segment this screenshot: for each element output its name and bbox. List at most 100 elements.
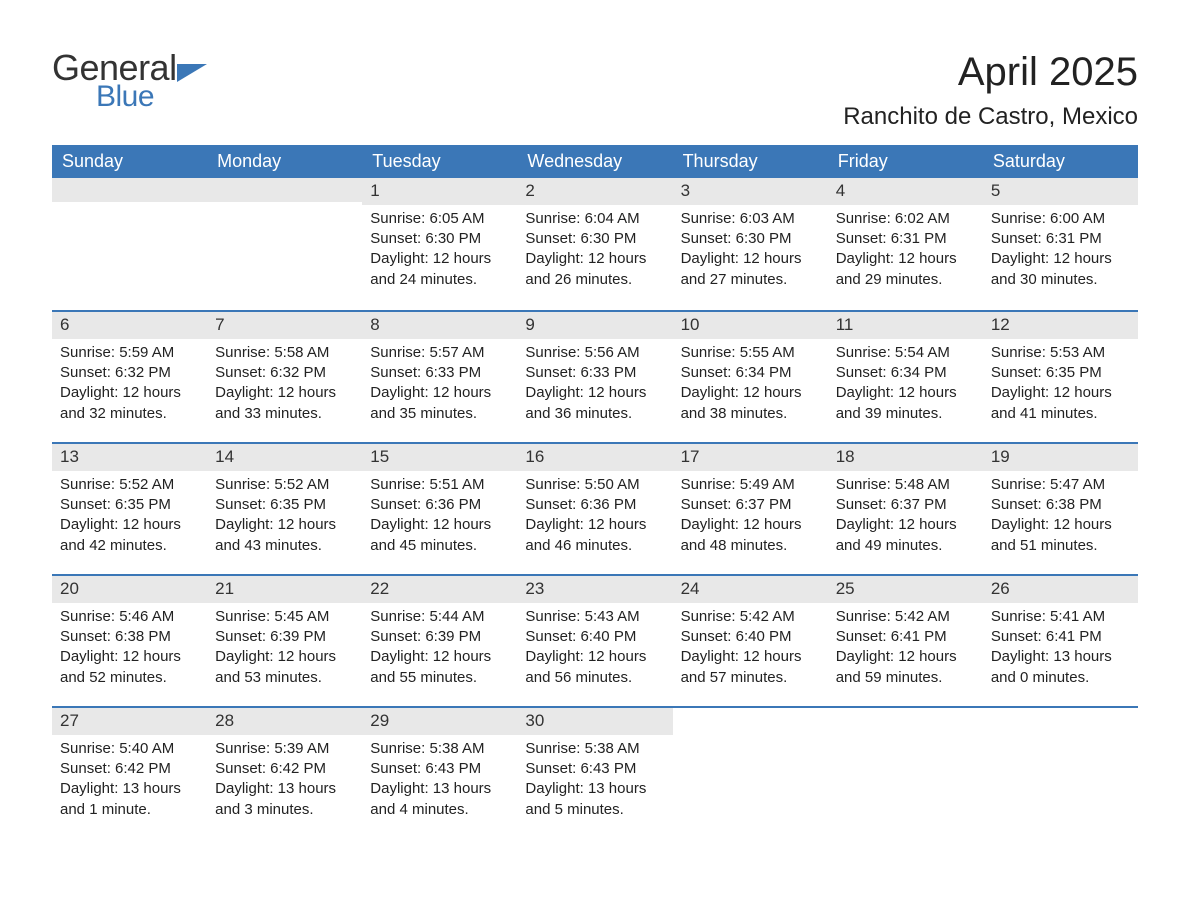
sunrise-text: Sunrise: 5:38 AM [525,739,664,759]
day-number: 22 [362,576,517,603]
weekday-header-row: Sunday Monday Tuesday Wednesday Thursday… [52,145,1138,178]
day-number: 7 [207,312,362,339]
daylight-text: Daylight: 12 hours and 38 minutes. [681,383,820,424]
day-cell: 14Sunrise: 5:52 AMSunset: 6:35 PMDayligh… [207,444,362,574]
sunset-text: Sunset: 6:40 PM [525,627,664,647]
daylight-text: Daylight: 12 hours and 35 minutes. [370,383,509,424]
day-number: 29 [362,708,517,735]
sunrise-text: Sunrise: 5:41 AM [991,607,1130,627]
day-cell [207,178,362,310]
day-cell: 13Sunrise: 5:52 AMSunset: 6:35 PMDayligh… [52,444,207,574]
sunrise-text: Sunrise: 5:57 AM [370,343,509,363]
sunset-text: Sunset: 6:30 PM [525,229,664,249]
sunrise-text: Sunrise: 6:05 AM [370,209,509,229]
sunrise-text: Sunrise: 5:50 AM [525,475,664,495]
day-cell: 16Sunrise: 5:50 AMSunset: 6:36 PMDayligh… [517,444,672,574]
sunset-text: Sunset: 6:30 PM [370,229,509,249]
sunset-text: Sunset: 6:41 PM [836,627,975,647]
day-number: 25 [828,576,983,603]
day-cell: 8Sunrise: 5:57 AMSunset: 6:33 PMDaylight… [362,312,517,442]
day-cell: 10Sunrise: 5:55 AMSunset: 6:34 PMDayligh… [673,312,828,442]
sunrise-text: Sunrise: 5:53 AM [991,343,1130,363]
sunset-text: Sunset: 6:42 PM [215,759,354,779]
sunrise-text: Sunrise: 5:43 AM [525,607,664,627]
weekday-header: Tuesday [362,145,517,178]
sunrise-text: Sunrise: 5:48 AM [836,475,975,495]
day-cell: 25Sunrise: 5:42 AMSunset: 6:41 PMDayligh… [828,576,983,706]
day-cell: 21Sunrise: 5:45 AMSunset: 6:39 PMDayligh… [207,576,362,706]
sunrise-text: Sunrise: 5:40 AM [60,739,199,759]
sunset-text: Sunset: 6:33 PM [525,363,664,383]
sunset-text: Sunset: 6:31 PM [836,229,975,249]
sunset-text: Sunset: 6:37 PM [681,495,820,515]
sunset-text: Sunset: 6:37 PM [836,495,975,515]
daylight-text: Daylight: 12 hours and 55 minutes. [370,647,509,688]
day-cell: 7Sunrise: 5:58 AMSunset: 6:32 PMDaylight… [207,312,362,442]
day-number: 13 [52,444,207,471]
day-number: 1 [362,178,517,205]
sunrise-text: Sunrise: 5:55 AM [681,343,820,363]
sunset-text: Sunset: 6:36 PM [525,495,664,515]
day-number: 6 [52,312,207,339]
daylight-text: Daylight: 12 hours and 32 minutes. [60,383,199,424]
daylight-text: Daylight: 12 hours and 39 minutes. [836,383,975,424]
daylight-text: Daylight: 12 hours and 59 minutes. [836,647,975,688]
day-cell: 30 Sunrise: 5:38 AMSunset: 6:43 PMDayligh… [517,708,672,838]
day-number: 30 [517,708,672,735]
sunset-text: Sunset: 6:42 PM [60,759,199,779]
sunset-text: Sunset: 6:32 PM [60,363,199,383]
day-number: 23 [517,576,672,603]
day-cell: 19Sunrise: 5:47 AMSunset: 6:38 PMDayligh… [983,444,1138,574]
day-number: 19 [983,444,1138,471]
day-number: 21 [207,576,362,603]
day-cell: 17Sunrise: 5:49 AMSunset: 6:37 PMDayligh… [673,444,828,574]
day-cell: 29Sunrise: 5:38 AMSunset: 6:43 PMDayligh… [362,708,517,838]
sunset-text: Sunset: 6:43 PM [370,759,509,779]
day-number: 4 [828,178,983,205]
sunset-text: Sunset: 6:41 PM [991,627,1130,647]
daylight-text: Daylight: 12 hours and 51 minutes. [991,515,1130,556]
day-number [673,708,828,732]
logo-flag-icon [177,64,207,86]
daylight-text: Daylight: 13 hours and 3 minutes. [215,779,354,820]
sunrise-text: Sunrise: 5:49 AM [681,475,820,495]
week-row: 1Sunrise: 6:05 AMSunset: 6:30 PMDaylight… [52,178,1138,310]
day-number: 20 [52,576,207,603]
day-cell: 4Sunrise: 6:02 AMSunset: 6:31 PMDaylight… [828,178,983,310]
day-cell: 9Sunrise: 5:56 AMSunset: 6:33 PMDaylight… [517,312,672,442]
sunset-text: Sunset: 6:36 PM [370,495,509,515]
day-number: 9 [517,312,672,339]
sunset-text: Sunset: 6:31 PM [991,229,1130,249]
daylight-text: Daylight: 12 hours and 41 minutes. [991,383,1130,424]
sunset-text: Sunset: 6:43 PM [525,759,664,779]
day-cell [983,708,1138,838]
daylight-text: Daylight: 13 hours and 0 minutes. [991,647,1130,688]
daylight-text: Daylight: 12 hours and 45 minutes. [370,515,509,556]
sunset-text: Sunset: 6:34 PM [836,363,975,383]
sunrise-text: Sunrise: 5:46 AM [60,607,199,627]
daylight-text: Daylight: 13 hours and 5 minutes. [525,779,664,820]
daylight-text: Daylight: 12 hours and 48 minutes. [681,515,820,556]
weekday-header: Thursday [673,145,828,178]
sunrise-text: Sunrise: 5:42 AM [681,607,820,627]
sunset-text: Sunset: 6:34 PM [681,363,820,383]
day-cell [828,708,983,838]
day-number: 12 [983,312,1138,339]
day-cell: 5Sunrise: 6:00 AMSunset: 6:31 PMDaylight… [983,178,1138,310]
day-number [207,178,362,202]
header-bar: General Blue April 2025 Ranchito de Cast… [52,50,1138,131]
day-number [828,708,983,732]
day-cell: 23Sunrise: 5:43 AMSunset: 6:40 PMDayligh… [517,576,672,706]
weekday-header: Wednesday [517,145,672,178]
daylight-text: Daylight: 12 hours and 53 minutes. [215,647,354,688]
day-cell: 6Sunrise: 5:59 AMSunset: 6:32 PMDaylight… [52,312,207,442]
daylight-text: Daylight: 12 hours and 52 minutes. [60,647,199,688]
daylight-text: Daylight: 12 hours and 27 minutes. [681,249,820,290]
daylight-text: Daylight: 12 hours and 43 minutes. [215,515,354,556]
sunrise-text: Sunrise: 5:51 AM [370,475,509,495]
day-cell: 12Sunrise: 5:53 AMSunset: 6:35 PMDayligh… [983,312,1138,442]
sunrise-text: Sunrise: 6:02 AM [836,209,975,229]
sunrise-text: Sunrise: 5:54 AM [836,343,975,363]
sunset-text: Sunset: 6:35 PM [215,495,354,515]
day-cell: 20Sunrise: 5:46 AMSunset: 6:38 PMDayligh… [52,576,207,706]
